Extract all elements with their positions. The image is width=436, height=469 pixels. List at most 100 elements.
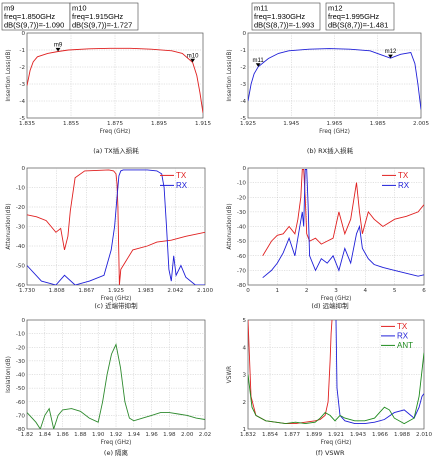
series-line-rx [27, 169, 205, 285]
marker-readout-line: m12 [328, 4, 343, 13]
marker-readout-line: freq=1.915GHz [72, 12, 123, 21]
y-tick-label: 0 [21, 318, 25, 324]
y-tick-label: 4 [242, 345, 246, 351]
y-tick-label: -2 [240, 65, 246, 71]
legend-label-tx: TX [397, 322, 408, 331]
marker-triangle [55, 47, 61, 52]
y-axis-label: VSWR [227, 366, 233, 383]
figure-caption: (d) 远端抑制 [311, 301, 349, 310]
chart-a: 1.835 1.855 1.875 1.895 1.915 0 -1 -2 -3 -4 -5 Freq… [1, 2, 211, 155]
y-tick-label: -60 [16, 400, 26, 406]
x-tick-label: 1.921 [328, 432, 344, 438]
y-axis-label: Attenuation(dB) [6, 203, 12, 249]
x-tick-label: 1.988 [394, 432, 410, 438]
y-tick-label: -10 [16, 186, 26, 192]
x-tick-label: 1.82 [21, 432, 33, 438]
y-tick-label: -5 [19, 116, 25, 122]
y-tick-label: -30 [16, 359, 26, 365]
x-tick-label: 1.925 [240, 121, 256, 127]
y-tick-label: -60 [237, 254, 247, 260]
y-tick-label: 5 [242, 318, 246, 324]
marker-readout-line: m11 [254, 4, 268, 13]
marker-readout-line: freq=1.930GHz [254, 12, 305, 21]
y-tick-label: -10 [237, 181, 247, 187]
y-axis-label: Insertion Loss(dB) [227, 49, 233, 101]
marker-readout-line: freq=1.995GHz [328, 12, 379, 21]
y-tick-label: -50 [16, 264, 26, 270]
marker-name: m12 [385, 49, 397, 55]
y-tick-label: -4 [240, 99, 246, 105]
x-tick-label: 2.100 [197, 288, 213, 294]
chart-f: 1.832 1.854 1.877 1.899 1.921 1.943 1.966 1.988… [227, 318, 432, 457]
x-tick-label: 1.84 [39, 432, 52, 438]
series-line-tx [27, 169, 205, 285]
plot-area [26, 32, 204, 119]
y-tick-label: 2 [242, 400, 246, 406]
y-tick-label: -20 [16, 345, 26, 351]
marker-readout-line: dB(S(9,7))=-1.090 [4, 21, 64, 30]
series-line-tx [262, 169, 424, 257]
x-tick-label: 4 [364, 288, 368, 294]
y-tick-label: -70 [16, 413, 26, 419]
x-tick-label: 1.877 [284, 432, 300, 438]
y-tick-label: -30 [16, 225, 26, 231]
marker-box-frame [325, 2, 395, 31]
y-tick-label: -20 [16, 205, 26, 211]
y-tick-label: -10 [16, 332, 26, 338]
marker-name: m9 [54, 43, 63, 49]
marker-triangle [388, 54, 393, 59]
legend-label-tx: TX [176, 171, 187, 180]
y-tick-label: 0 [21, 166, 25, 172]
x-tick-label: 1 [276, 288, 280, 294]
marker-readout-line: m10 [72, 4, 87, 13]
y-tick-label: -2 [19, 65, 25, 71]
figure-caption: (f) VSWR [316, 449, 345, 457]
x-tick-label: 1.875 [107, 121, 123, 127]
x-tick-label: 1.983 [138, 288, 154, 294]
chart-e: 1.82 1.84 1.86 1.88 1.90 1.92 1.94 1.96 1.98 2.00… [6, 318, 211, 457]
y-tick-label: -80 [237, 283, 247, 289]
x-tick-label: 0 [246, 288, 250, 294]
legend-label-rx: RX [176, 181, 188, 190]
legend-label-tx: TX [398, 171, 409, 180]
chart-d: 0 1 2 3 4 5 6 0 -10 -20 -30 -40 -50 -60 -70 -80 Freq (GH… [227, 166, 426, 310]
y-tick-label: 0 [242, 31, 246, 37]
x-tick-label: 1.86 [56, 432, 69, 438]
x-tick-label: 1.915 [195, 121, 211, 127]
x-tick-label: 1.925 [108, 288, 124, 294]
x-tick-label: 1.855 [63, 121, 79, 127]
x-tick-label: 1.867 [78, 288, 94, 294]
y-axis-label: Isolation(dB) [6, 356, 12, 393]
y-axis-label: Attenuation(dB) [227, 203, 233, 249]
y-tick-label: 0 [242, 166, 246, 172]
y-tick-label: -1 [19, 48, 25, 54]
y-tick-label: 0 [21, 31, 25, 37]
chart-c: 1.730 1.808 1.867 1.925 1.983 2.042 2.100 0 -10 -… [6, 166, 213, 310]
x-axis-label: Freq (GHz) [321, 296, 352, 302]
marker-box-frame [69, 2, 139, 31]
series-line-rx [262, 169, 424, 279]
series-line-tx [27, 47, 203, 113]
x-tick-label: 1.94 [128, 432, 141, 438]
y-tick-label: -70 [237, 268, 247, 274]
y-tick-label: -5 [240, 116, 246, 122]
marker-readout-line: freq=1.850GHz [4, 12, 55, 21]
x-tick-label: 1.895 [151, 121, 167, 127]
x-tick-label: 1.90 [92, 432, 105, 438]
marker-name: m11 [253, 58, 265, 64]
y-tick-label: -40 [16, 373, 26, 379]
figure-caption: (e) 隔离 [104, 448, 129, 457]
x-tick-label: 3 [334, 288, 338, 294]
y-tick-label: -1 [240, 48, 246, 54]
y-tick-label: -3 [240, 82, 246, 88]
legend-label-ant: ANT [397, 341, 413, 350]
x-tick-label: 1.965 [326, 121, 342, 127]
marker-readout-line: dB(S(8,7))=-1.481 [328, 21, 388, 30]
y-tick-label: -50 [237, 239, 247, 245]
y-axis-label: Insertion Loss(dB) [6, 49, 12, 101]
